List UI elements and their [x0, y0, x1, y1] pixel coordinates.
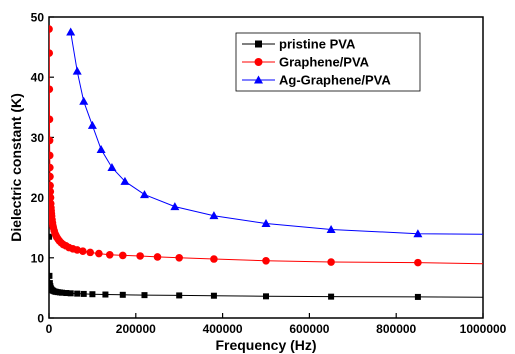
data-point-circle [327, 258, 335, 266]
data-point-triangle [120, 176, 130, 185]
x-tick-label: 1000000 [460, 322, 507, 336]
data-point-circle [73, 246, 82, 254]
data-point-circle [49, 172, 54, 181]
series-layer [49, 25, 483, 300]
data-point-triangle [170, 202, 180, 211]
data-point-triangle [72, 66, 82, 75]
data-point-circle [49, 115, 54, 124]
data-point-square [89, 291, 96, 298]
data-point-square [176, 292, 183, 299]
data-point-triangle [87, 120, 97, 129]
legend-label: Graphene/PVA [279, 55, 370, 70]
y-tick-label: 40 [31, 71, 45, 85]
data-point-square [59, 289, 66, 296]
x-axis-label: Frequency (Hz) [215, 337, 316, 353]
circle-marker-icon [254, 58, 263, 66]
y-axis-label: Dielectric constant (K) [8, 93, 24, 242]
data-point-circle [49, 151, 54, 160]
data-point-circle [210, 255, 218, 263]
data-point-circle [49, 25, 53, 33]
data-point-square [74, 290, 81, 297]
data-point-circle [175, 253, 183, 262]
series-ag-graphene-pva [66, 27, 483, 238]
data-point-square [80, 290, 87, 297]
y-tick-label: 0 [37, 312, 44, 326]
y-tick-label: 50 [31, 11, 45, 25]
data-point-circle [49, 85, 54, 94]
data-point-triangle [79, 96, 89, 105]
data-point-circle [414, 258, 422, 267]
data-point-square [119, 291, 126, 298]
data-point-circle [262, 257, 270, 265]
series-pristine-pva [49, 233, 483, 300]
data-point-square [414, 293, 421, 300]
data-point-circle [49, 163, 54, 172]
data-point-triangle [96, 144, 106, 153]
data-point-triangle [326, 225, 336, 234]
data-point-triangle [66, 27, 76, 36]
legend: pristine PVA Graphene/PVA Ag-Graphene/PV… [235, 32, 421, 92]
data-point-square [210, 292, 217, 299]
data-point-square [328, 293, 335, 300]
y-axis-ticks: 0 10 20 30 40 50 [31, 11, 54, 326]
data-point-circle [49, 49, 54, 57]
data-point-circle [118, 251, 127, 260]
data-point-circle [105, 250, 114, 259]
data-point-triangle [139, 190, 149, 199]
x-tick-label: 600000 [289, 322, 329, 336]
y-tick-label: 10 [31, 251, 45, 265]
data-point-triangle [209, 211, 219, 220]
data-point-circle [49, 181, 54, 190]
data-point-square [49, 280, 53, 287]
data-point-circle [95, 249, 103, 258]
x-tick-label: 800000 [376, 322, 416, 336]
data-point-square [67, 290, 74, 297]
square-marker-icon [255, 40, 262, 48]
legend-item-pristine-pva: pristine PVA [242, 37, 356, 52]
data-point-circle [153, 253, 162, 261]
series-line [70, 32, 483, 235]
data-point-square [102, 291, 109, 298]
series-graphene-pva [49, 25, 483, 267]
y-tick-label: 20 [31, 191, 45, 205]
data-point-circle [79, 247, 87, 255]
data-point-triangle [261, 218, 271, 227]
legend-item-graphene-pva: Graphene/PVA [242, 55, 370, 70]
data-point-square [49, 233, 53, 240]
data-point-circle [136, 252, 144, 260]
data-point-triangle [413, 229, 423, 238]
x-axis-ticks: 0 200000 400000 600000 800000 1000000 [46, 313, 507, 336]
data-point-square [263, 293, 269, 300]
data-point-triangle [107, 163, 117, 171]
data-point-circle [49, 187, 55, 196]
x-tick-label: 200000 [116, 322, 156, 336]
x-tick-label: 0 [46, 322, 53, 336]
data-point-square [141, 292, 148, 299]
data-point-square [63, 290, 70, 297]
x-tick-label: 400000 [203, 322, 243, 336]
data-point-circle [49, 136, 54, 145]
triangle-marker-icon [254, 75, 263, 84]
legend-item-ag-graphene-pva: Ag-Graphene/PVA [242, 73, 391, 88]
legend-label: pristine PVA [279, 37, 356, 52]
data-point-square [49, 272, 53, 279]
data-point-circle [86, 248, 95, 257]
data-point-circle [49, 193, 55, 202]
y-tick-label: 30 [31, 131, 45, 145]
legend-label: Ag-Graphene/PVA [279, 73, 391, 88]
